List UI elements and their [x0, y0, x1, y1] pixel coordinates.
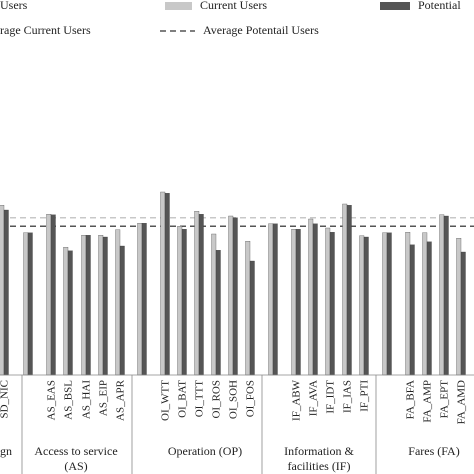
bar: [177, 226, 183, 376]
bar: [386, 232, 392, 376]
legend-label: rage Current Users: [0, 23, 91, 37]
bar: [50, 214, 56, 376]
group-label: facilities (IF): [288, 459, 351, 473]
bar: [456, 238, 462, 376]
bar: [102, 236, 108, 376]
bar: [194, 211, 200, 376]
bar: [422, 232, 428, 376]
bar: [215, 250, 221, 376]
bar: [85, 235, 91, 376]
bar: [312, 223, 318, 376]
bar: [141, 223, 147, 376]
bar: [268, 223, 274, 376]
x-tick-label: AS_HAI: [81, 380, 93, 419]
x-tick-label: OI_BAT: [177, 380, 189, 418]
x-tick-label: OI_TTT: [194, 380, 206, 418]
bar: [0, 205, 5, 376]
bar: [359, 235, 365, 376]
x-tick-label: FA_AMP: [422, 380, 434, 423]
x-tick-label: AS_BSL: [63, 380, 75, 420]
bar: [228, 215, 234, 376]
bar: [363, 236, 369, 376]
x-tick-label: OI_ROS: [211, 380, 223, 419]
legend-label: Average Potentail Users: [203, 23, 319, 37]
bar: [291, 229, 297, 376]
bar: [325, 227, 331, 376]
bar: [137, 223, 143, 376]
bar: [160, 191, 166, 376]
bar: [98, 235, 104, 376]
bar: [198, 214, 204, 376]
bar: [46, 214, 52, 376]
x-tick-label: AS_EAS: [46, 380, 58, 420]
legend-label: Potential: [418, 0, 461, 12]
bar: [308, 218, 314, 376]
x-tick-label: FA_EPT: [439, 380, 451, 419]
x-tick-label: AS_EIP: [98, 380, 110, 416]
legend-swatch: [380, 2, 410, 10]
x-tick-label: OI_SOH: [228, 380, 240, 419]
bar: [3, 209, 9, 376]
bar: [249, 260, 255, 376]
x-tick-label: IF_PTI: [359, 380, 371, 412]
x-tick-label: IF_AVA: [308, 380, 320, 416]
bar: [81, 235, 87, 376]
group-label: Operation (OP): [168, 444, 242, 458]
bar: [232, 217, 238, 376]
x-tick-label: OI_FOS: [245, 380, 257, 417]
bar: [443, 215, 449, 376]
bar: [211, 233, 217, 376]
bar: [382, 232, 388, 376]
x-tick-label: IF_IDT: [325, 380, 337, 414]
bar: [63, 247, 69, 376]
bar: [245, 241, 251, 376]
bar: [409, 244, 415, 376]
x-tick-label: FA_BFA: [405, 380, 417, 419]
bar: [439, 214, 445, 376]
bar: [23, 232, 29, 376]
bar: [342, 203, 348, 376]
bar: [460, 251, 466, 376]
group-label: (AS): [64, 459, 87, 473]
x-tick-label: IF_IAS: [342, 380, 354, 413]
bar: [164, 193, 170, 376]
legend-fragment: Users: [0, 0, 28, 12]
bar: [426, 241, 432, 376]
bar: [181, 229, 187, 376]
bar: [119, 245, 125, 376]
bar: [272, 223, 278, 376]
bar: [346, 205, 352, 376]
bar: [295, 229, 301, 376]
bar: [115, 229, 121, 376]
bar: [27, 232, 33, 376]
x-tick-label: OI_WTT: [160, 380, 172, 421]
x-tick-label: FA_AMD: [456, 380, 468, 424]
group-label: Access to service: [34, 444, 117, 458]
x-tick-label: IF_ABW: [291, 379, 303, 421]
legend-swatch: [165, 2, 192, 10]
group-label: gn: [0, 444, 12, 458]
group-label: Fares (FA): [408, 444, 459, 458]
x-tick-label: SD_NIC: [0, 380, 11, 419]
bar: [329, 232, 335, 376]
group-label: Information &: [284, 444, 354, 458]
legend-label: Current Users: [200, 0, 267, 12]
bar: [67, 250, 73, 376]
x-tick-label: AS_APR: [115, 379, 127, 421]
bar: [405, 232, 411, 376]
